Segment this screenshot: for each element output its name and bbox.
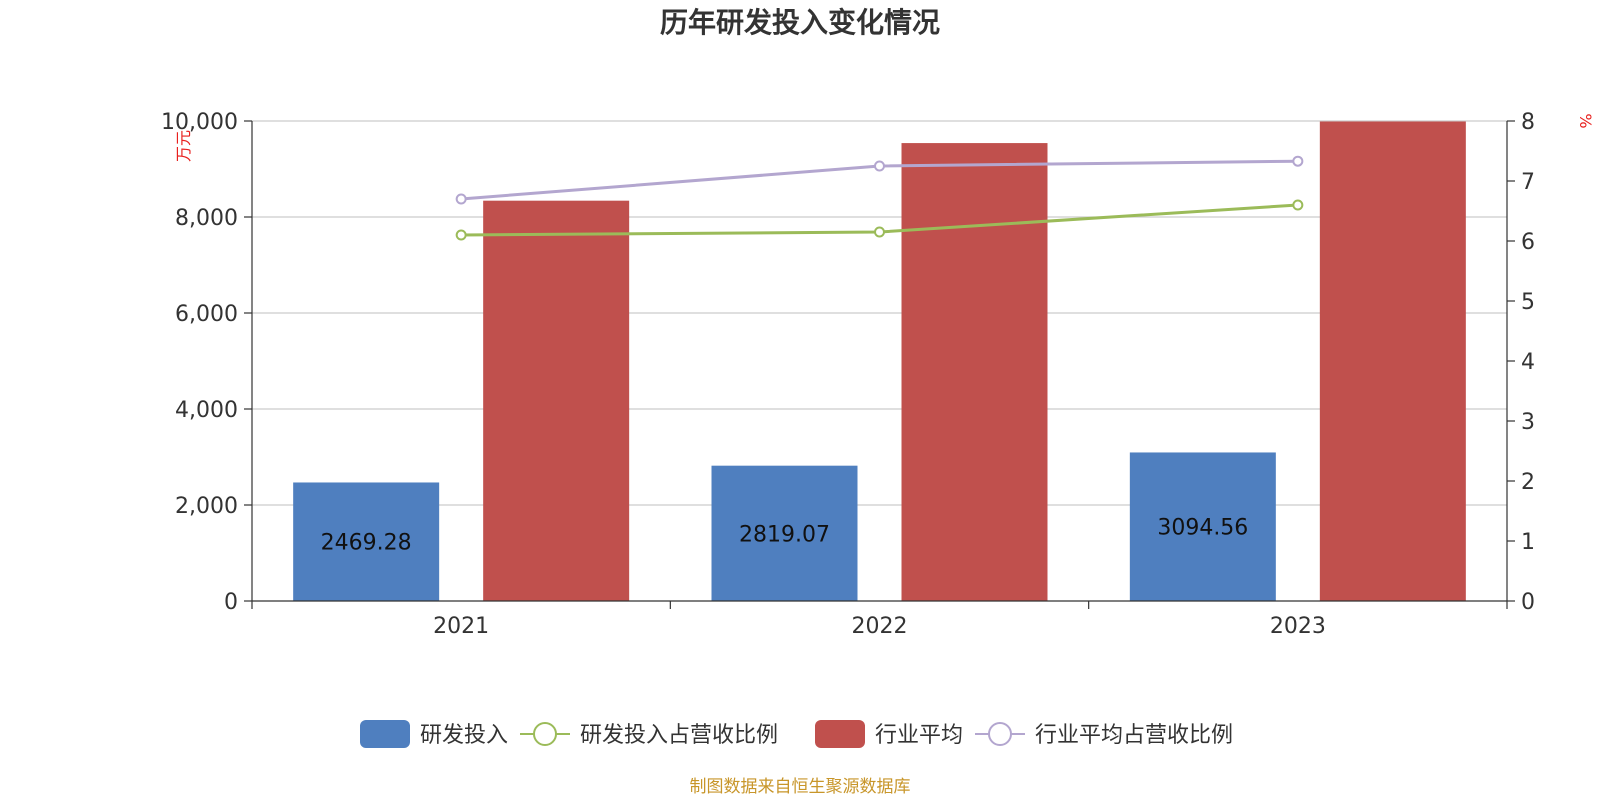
axes: 0 2,000 4,000 6,000 8,000 10,000 0 1 2 3 4 5 6 7 8 2021… (161, 110, 1535, 639)
line-point (874, 226, 885, 238)
x-tick-label: 2021 (433, 614, 489, 639)
source-note: 制图数据来自恒生聚源数据库 (690, 777, 911, 797)
bar-value-label: 2819.07 (739, 522, 830, 547)
bars: 2469.28 2819.07 3094.56 (293, 121, 1466, 601)
line-point (455, 193, 467, 205)
left-tick-label: 10,000 (161, 110, 238, 135)
bar-研发投入 (711, 465, 858, 601)
bar-行业平均 (483, 200, 630, 601)
bar-研发投入 (293, 482, 440, 601)
right-tick-label: 2 (1521, 470, 1535, 495)
right-axis-unit: % (1576, 113, 1595, 128)
left-tick-label: 6,000 (175, 302, 238, 327)
grid-lines (252, 120, 1507, 506)
line-point (455, 229, 467, 241)
right-tick-label: 3 (1521, 410, 1535, 435)
left-tick-label: 0 (224, 590, 238, 615)
left-tick-label: 4,000 (175, 398, 238, 423)
legend-marker (988, 722, 1012, 746)
lines (455, 155, 1304, 241)
bar-研发投入 (1129, 452, 1276, 601)
legend-label: 研发投入 (420, 723, 508, 748)
legend-swatch (815, 720, 865, 748)
left-tick-label: 2,000 (175, 494, 238, 519)
right-tick-label: 1 (1521, 530, 1535, 555)
left-tick-label: 8,000 (175, 206, 238, 231)
legend-marker (533, 722, 557, 746)
legend-label: 行业平均 (875, 723, 963, 748)
right-tick-label: 8 (1521, 110, 1535, 135)
bar-行业平均 (901, 143, 1048, 601)
legend-label: 研发投入占营收比例 (580, 723, 778, 748)
legend: 研发投入 研发投入占营收比例 行业平均 行业平均占营收比例 (360, 720, 1233, 748)
right-tick-label: 0 (1521, 590, 1535, 615)
legend-label: 行业平均占营收比例 (1035, 723, 1233, 748)
legend-swatch (360, 720, 410, 748)
right-tick-label: 6 (1521, 230, 1535, 255)
bar-value-label: 3094.56 (1157, 516, 1248, 541)
left-axis-unit: 万元 (174, 130, 193, 162)
x-tick-label: 2023 (1270, 614, 1326, 639)
right-tick-label: 7 (1521, 170, 1535, 195)
line-point (1292, 155, 1304, 167)
right-tick-label: 4 (1521, 350, 1535, 375)
x-tick-label: 2022 (852, 614, 908, 639)
line-point (1292, 199, 1304, 211)
chart-title: 历年研发投入变化情况 (660, 6, 940, 39)
line-point (874, 160, 885, 172)
bar-value-label: 2469.28 (321, 531, 412, 556)
right-tick-label: 5 (1521, 290, 1535, 315)
bar-行业平均 (1319, 121, 1466, 601)
